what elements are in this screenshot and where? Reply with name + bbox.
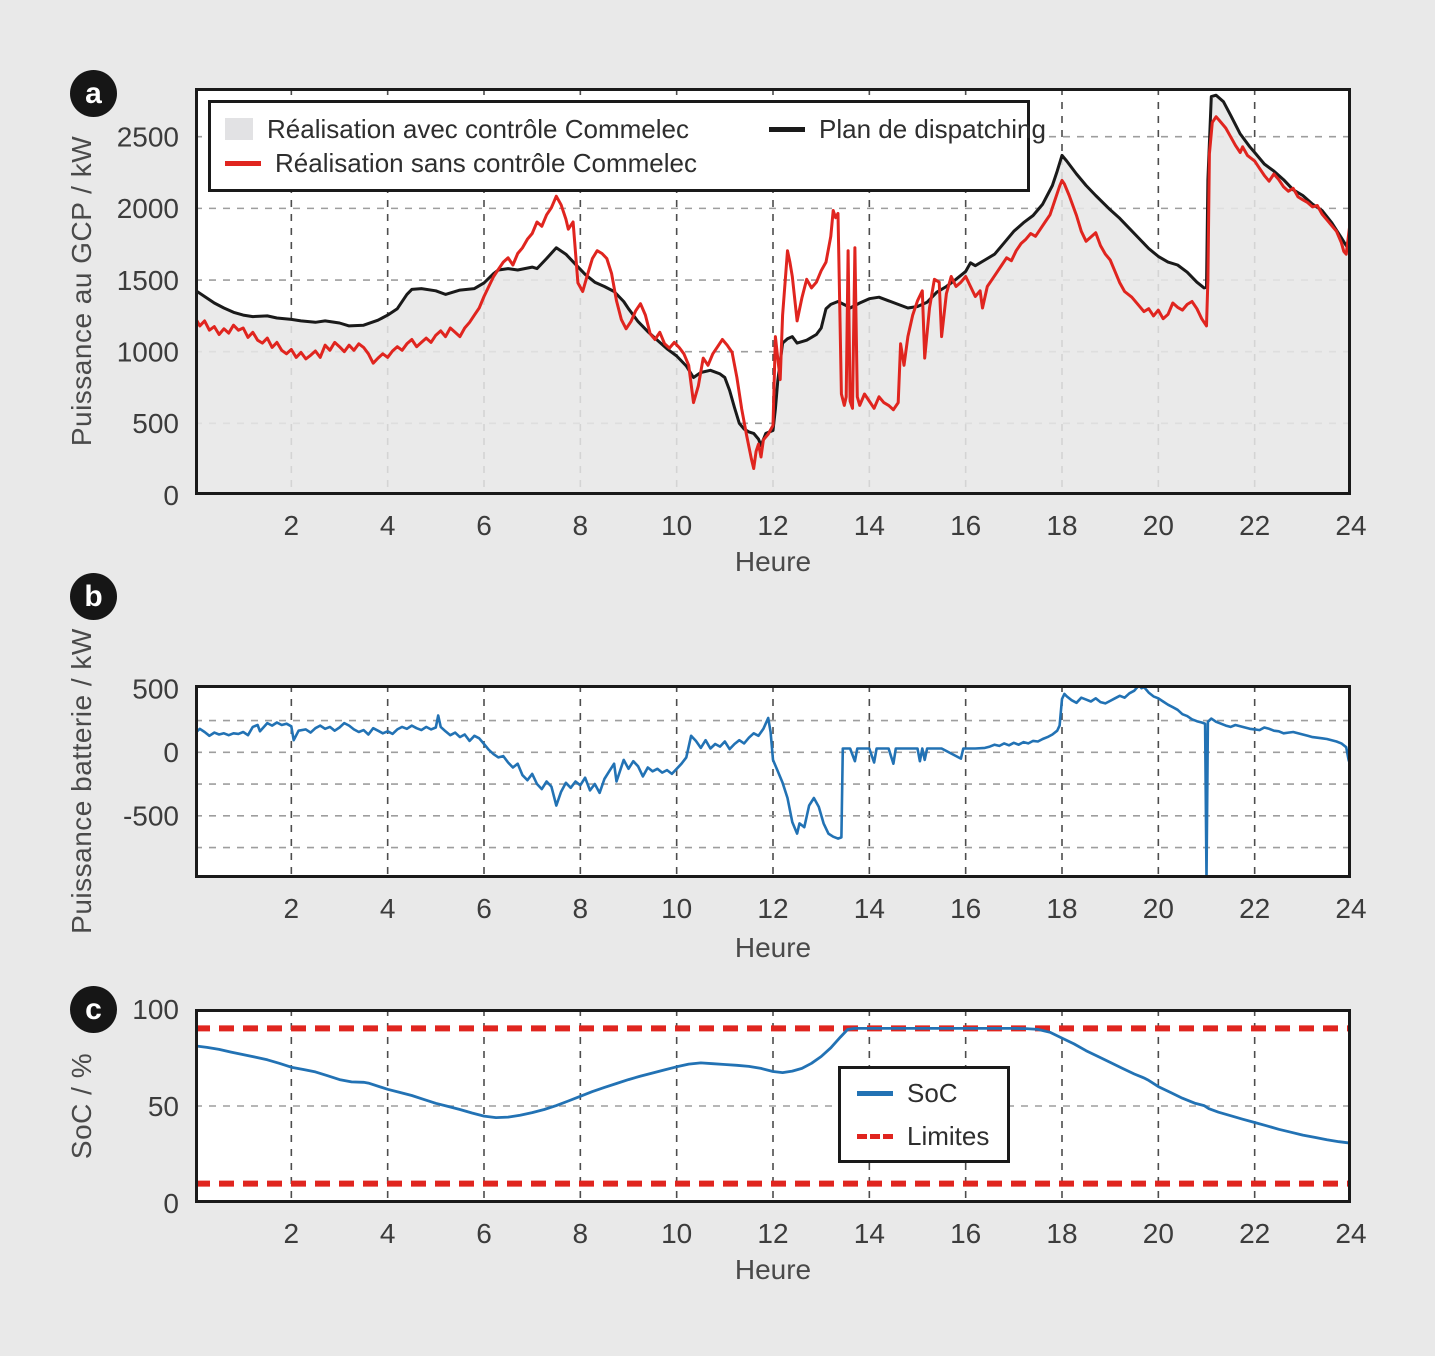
x-tick-label: 8 — [573, 510, 589, 541]
blue-line-swatch — [857, 1090, 893, 1096]
y-tick-label: 0 — [163, 480, 179, 511]
x-tick-label: 22 — [1239, 510, 1270, 541]
x-tick-label: 22 — [1239, 1218, 1270, 1249]
series-puissance-batterie — [195, 685, 1351, 878]
panel-a-xlabel: Heure — [734, 546, 812, 577]
legend-label-limites: Limites — [907, 1120, 990, 1151]
x-tick-label: 6 — [476, 510, 492, 541]
gray-area-swatch — [225, 118, 253, 140]
x-tick-label: 18 — [1046, 893, 1077, 924]
y-tick-label: 2500 — [117, 122, 179, 153]
panel-c-label: c — [70, 986, 117, 1033]
area-avec-controle — [195, 95, 1351, 495]
panel-a-legend: Réalisation avec contrôle Commelec Plan … — [208, 100, 1046, 192]
panel-c-letter: c — [85, 992, 102, 1026]
x-tick-label: 16 — [950, 1218, 981, 1249]
x-tick-label: 2 — [284, 510, 300, 541]
panel-c-legend: SoC Limites — [838, 1066, 1010, 1163]
x-tick-label: 2 — [284, 1218, 300, 1249]
y-tick-label: 1500 — [117, 265, 179, 296]
x-tick-label: 20 — [1143, 510, 1174, 541]
panel-a-label: a — [70, 70, 117, 117]
x-tick-label: 22 — [1239, 893, 1270, 924]
y-tick-label: 100 — [132, 994, 179, 1025]
legend-item-soc: SoC — [857, 1078, 1007, 1109]
y-tick-label: 0 — [163, 737, 179, 768]
x-tick-label: 16 — [950, 893, 981, 924]
x-tick-label: 6 — [476, 1218, 492, 1249]
y-tick-label: -500 — [123, 801, 179, 832]
y-tick-label: 1000 — [117, 336, 179, 367]
black-line-swatch — [769, 126, 805, 132]
y-tick-label: 50 — [148, 1091, 179, 1122]
legend-label-soc: SoC — [907, 1077, 958, 1108]
x-tick-label: 20 — [1143, 893, 1174, 924]
x-tick-label: 12 — [757, 1218, 788, 1249]
x-tick-label: 18 — [1046, 1218, 1077, 1249]
x-tick-label: 10 — [661, 1218, 692, 1249]
x-tick-label: 24 — [1335, 1218, 1366, 1249]
x-tick-label: 2 — [284, 893, 300, 924]
x-tick-label: 12 — [757, 893, 788, 924]
panel-a-ylabel: Puissance au GCP / kW — [66, 135, 97, 447]
series-r-alisation-sans-contr-le-commelec — [195, 115, 1351, 470]
panel-a-letter: a — [85, 76, 102, 110]
panel-b-label: b — [70, 573, 117, 620]
x-tick-label: 20 — [1143, 1218, 1174, 1249]
panel-b-letter: b — [84, 579, 103, 613]
legend-label-sans: Réalisation sans contrôle Commelec — [275, 147, 697, 178]
y-tick-label: 0 — [163, 1188, 179, 1219]
legend-item-avec: Réalisation avec contrôle Commelec — [225, 112, 765, 146]
x-tick-label: 4 — [380, 1218, 396, 1249]
x-tick-label: 16 — [950, 510, 981, 541]
x-tick-label: 14 — [854, 510, 885, 541]
x-tick-label: 4 — [380, 510, 396, 541]
series-soc — [195, 1027, 1351, 1145]
y-tick-label: 500 — [132, 674, 179, 705]
x-tick-label: 14 — [854, 1218, 885, 1249]
panel-c-ylabel: SoC / % — [66, 1052, 97, 1160]
x-tick-label: 6 — [476, 893, 492, 924]
y-tick-label: 500 — [132, 408, 179, 439]
panel-c-xlabel: Heure — [734, 1254, 812, 1285]
legend-item-sans: Réalisation sans contrôle Commelec — [225, 146, 765, 180]
x-tick-label: 4 — [380, 893, 396, 924]
panel-b-ylabel: Puissance batterie / kW — [66, 628, 97, 934]
panel-b-xlabel: Heure — [734, 932, 812, 963]
series-plan-de-dispatching — [195, 93, 1351, 448]
x-tick-label: 12 — [757, 510, 788, 541]
x-tick-label: 8 — [573, 1218, 589, 1249]
x-tick-label: 24 — [1335, 893, 1366, 924]
red-line-swatch — [225, 160, 261, 166]
x-tick-label: 8 — [573, 893, 589, 924]
x-tick-label: 14 — [854, 893, 885, 924]
x-tick-label: 18 — [1046, 510, 1077, 541]
x-tick-label: 24 — [1335, 510, 1366, 541]
plot-border — [195, 88, 1351, 495]
legend-label-avec: Réalisation avec contrôle Commelec — [267, 113, 689, 144]
y-tick-label: 2000 — [117, 193, 179, 224]
red-dashed-swatch — [857, 1133, 893, 1139]
legend-item-plan: Plan de dispatching — [769, 112, 1046, 146]
legend-label-plan: Plan de dispatching — [819, 113, 1046, 144]
plot-border — [195, 685, 1351, 878]
x-tick-label: 10 — [661, 510, 692, 541]
legend-item-limites: Limites — [857, 1121, 1007, 1152]
plot-border — [195, 1009, 1351, 1203]
x-tick-label: 10 — [661, 893, 692, 924]
